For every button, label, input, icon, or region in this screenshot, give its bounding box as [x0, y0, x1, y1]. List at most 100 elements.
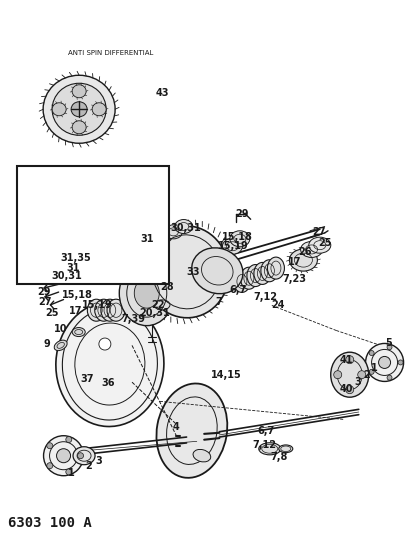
- Ellipse shape: [52, 103, 66, 116]
- Text: 22: 22: [151, 300, 164, 310]
- Ellipse shape: [174, 220, 192, 233]
- Text: 17: 17: [69, 306, 82, 316]
- Text: 4: 4: [173, 423, 179, 432]
- Ellipse shape: [144, 226, 229, 318]
- Text: 3: 3: [95, 456, 101, 465]
- Text: 9: 9: [44, 339, 50, 349]
- Ellipse shape: [233, 270, 250, 293]
- Ellipse shape: [72, 85, 86, 98]
- Circle shape: [386, 375, 391, 380]
- Circle shape: [77, 453, 83, 459]
- Circle shape: [345, 386, 353, 394]
- Text: 29: 29: [235, 209, 248, 219]
- Circle shape: [65, 469, 72, 475]
- Text: 31: 31: [140, 234, 153, 244]
- Ellipse shape: [101, 299, 119, 321]
- Text: 3: 3: [353, 377, 360, 386]
- Text: 10: 10: [54, 325, 67, 334]
- Circle shape: [386, 345, 391, 350]
- Circle shape: [43, 435, 83, 476]
- Text: 43: 43: [155, 88, 168, 98]
- Text: 27: 27: [38, 297, 52, 306]
- Text: 7: 7: [215, 297, 221, 307]
- Text: 2: 2: [362, 370, 369, 379]
- Circle shape: [365, 343, 402, 382]
- Text: 7,39: 7,39: [121, 314, 145, 324]
- Text: 33: 33: [186, 267, 199, 277]
- Ellipse shape: [267, 257, 284, 279]
- Circle shape: [65, 437, 72, 442]
- Text: 28: 28: [160, 282, 174, 292]
- Ellipse shape: [72, 328, 85, 336]
- Ellipse shape: [308, 237, 330, 253]
- Text: 7,12: 7,12: [253, 293, 277, 302]
- Ellipse shape: [278, 445, 292, 453]
- Text: 15,18: 15,18: [61, 290, 92, 300]
- Circle shape: [47, 463, 53, 469]
- Ellipse shape: [240, 267, 257, 289]
- Ellipse shape: [97, 253, 115, 267]
- Circle shape: [56, 449, 70, 463]
- Ellipse shape: [87, 299, 105, 321]
- Ellipse shape: [156, 383, 227, 478]
- Ellipse shape: [71, 102, 87, 117]
- Ellipse shape: [43, 75, 115, 143]
- Text: 24: 24: [271, 301, 284, 310]
- Ellipse shape: [54, 340, 67, 351]
- Ellipse shape: [92, 103, 106, 116]
- Text: 15,18: 15,18: [222, 232, 253, 242]
- Ellipse shape: [191, 248, 242, 294]
- Text: 15,19: 15,19: [217, 241, 247, 251]
- Text: 15,19: 15,19: [82, 301, 113, 310]
- Ellipse shape: [82, 264, 100, 278]
- Text: 41: 41: [339, 355, 352, 365]
- Text: 14,15: 14,15: [211, 370, 241, 379]
- Text: 26: 26: [298, 247, 311, 256]
- Text: 1: 1: [370, 363, 377, 373]
- Ellipse shape: [229, 231, 249, 247]
- Text: 29: 29: [38, 287, 51, 297]
- Text: 25: 25: [318, 238, 331, 247]
- Ellipse shape: [134, 278, 159, 308]
- Ellipse shape: [253, 262, 270, 285]
- Text: 6,7: 6,7: [229, 286, 246, 295]
- Text: 1: 1: [68, 469, 75, 478]
- Circle shape: [368, 369, 373, 374]
- Ellipse shape: [73, 447, 95, 465]
- Ellipse shape: [154, 229, 172, 243]
- Text: 6303 100 A: 6303 100 A: [8, 516, 92, 530]
- Ellipse shape: [56, 302, 164, 426]
- Circle shape: [357, 370, 365, 379]
- Ellipse shape: [72, 121, 86, 134]
- Ellipse shape: [94, 299, 112, 321]
- Ellipse shape: [112, 243, 130, 256]
- Text: 7,12: 7,12: [252, 440, 276, 450]
- Circle shape: [47, 443, 53, 449]
- Text: 27: 27: [312, 227, 325, 237]
- Text: 30,31: 30,31: [51, 271, 82, 281]
- Bar: [17, 166, 169, 284]
- Text: 25: 25: [46, 308, 59, 318]
- Circle shape: [368, 351, 373, 356]
- Ellipse shape: [260, 260, 277, 282]
- Circle shape: [397, 360, 402, 365]
- Ellipse shape: [119, 237, 137, 251]
- Text: 7,8: 7,8: [270, 452, 287, 462]
- Circle shape: [99, 338, 110, 350]
- Text: 17: 17: [287, 257, 300, 267]
- Ellipse shape: [330, 352, 368, 397]
- Ellipse shape: [107, 299, 125, 321]
- Circle shape: [378, 357, 390, 368]
- Text: 31: 31: [66, 263, 79, 272]
- Ellipse shape: [222, 238, 242, 254]
- Ellipse shape: [300, 241, 322, 257]
- Ellipse shape: [289, 249, 317, 271]
- Ellipse shape: [246, 264, 263, 287]
- Text: 7,23: 7,23: [282, 274, 306, 284]
- Text: 36: 36: [101, 378, 114, 387]
- Circle shape: [333, 370, 341, 379]
- Text: 5: 5: [384, 338, 391, 348]
- Ellipse shape: [258, 443, 280, 455]
- Text: 6,7: 6,7: [257, 426, 274, 435]
- Ellipse shape: [89, 259, 107, 272]
